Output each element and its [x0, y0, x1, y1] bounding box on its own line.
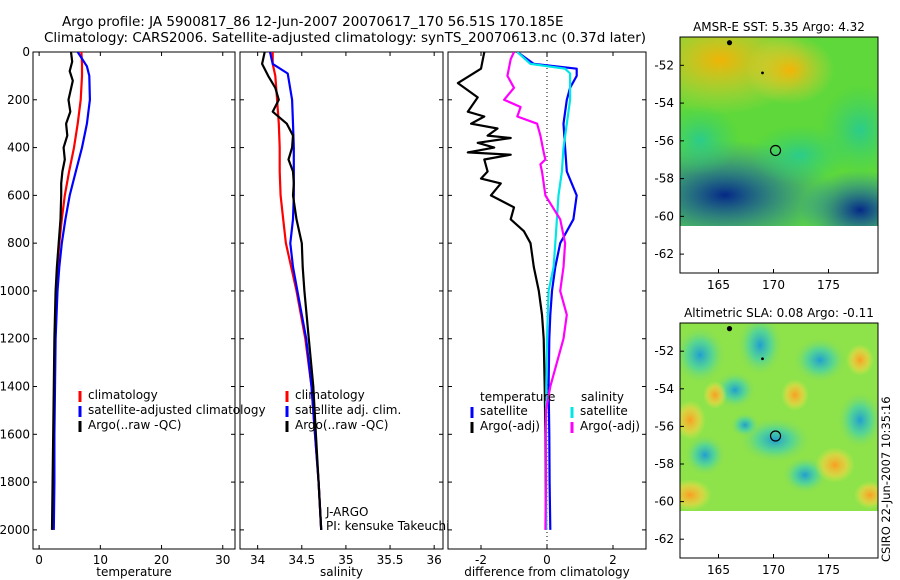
legend-label-argo-raw-qc: Argo(..raw -QC) — [88, 418, 181, 432]
x-tick-label: 10 — [93, 553, 108, 567]
sla-map-field — [680, 323, 878, 511]
map-title: AMSR-E SST: 5.35 Argo: 4.32 — [693, 20, 865, 34]
y-tick-label: 600 — [7, 188, 30, 202]
map-y-tick-label: -62 — [654, 247, 674, 261]
y-tick-label: 1400 — [0, 380, 30, 394]
y-tick-label: 400 — [7, 141, 30, 155]
x-tick-label: 2 — [609, 553, 617, 567]
series-line-satellite-adj-clim — [268, 52, 323, 530]
x-tick-label: 30 — [215, 553, 230, 567]
credit-text: CSIRO 22-Jun-2007 10:35:16 — [879, 396, 893, 562]
legend-label-satellite-adjusted-climatology: satellite-adjusted climatology — [88, 403, 266, 417]
series-line-salinity-satellite — [516, 52, 572, 530]
y-tick-label: 1600 — [0, 427, 30, 441]
series-line-temperature-argo-adj — [456, 52, 548, 530]
legend-label-climatology: climatology — [295, 388, 365, 402]
figure-title-line1: Argo profile: JA 5900817_86 12-Jun-2007 … — [62, 14, 564, 30]
series-line-argo-raw-qc — [261, 52, 323, 530]
legend-heading-salinity: salinity — [581, 390, 624, 404]
x-tick-label: 36 — [427, 553, 442, 567]
series-group — [261, 52, 323, 530]
series-group — [456, 52, 578, 530]
x-axis-label: temperature — [96, 565, 171, 579]
map-y-tick-label: -60 — [654, 209, 674, 223]
map-title: Altimetric SLA: 0.08 Argo: -0.11 — [684, 306, 874, 320]
legend-label-satellite-adj-clim: satellite adj. clim. — [295, 403, 401, 417]
legend-label-salinity-satellite: satellite — [580, 404, 628, 418]
x-tick-label: 34 — [250, 553, 265, 567]
y-tick-label: 200 — [7, 93, 30, 107]
map-y-tick-label: -54 — [654, 382, 674, 396]
map-x-tick-label: 165 — [707, 563, 730, 577]
y-tick-label: 0 — [22, 45, 30, 59]
x-tick-label: 34.5 — [288, 553, 315, 567]
x-tick-label: 20 — [154, 553, 169, 567]
y-tick-label: 1200 — [0, 332, 30, 346]
argo-position-marker — [769, 144, 782, 157]
argo-position-marker — [769, 430, 782, 442]
map-y-tick-label: -60 — [654, 495, 674, 509]
x-axis-label: salinity — [320, 565, 363, 579]
previous-profile-marker — [726, 326, 733, 332]
series-line-salinity-argo-adj — [503, 52, 568, 530]
annotation-j-argo: J-ARGO — [325, 505, 368, 519]
map-x-tick-label: 175 — [817, 563, 840, 577]
annotation-pi-kensuke-takeuchi: PI: kensuke Takeuchi — [326, 519, 449, 533]
map-y-tick-label: -52 — [654, 58, 674, 72]
previous-profile-marker — [761, 357, 764, 361]
plot-frame — [32, 51, 236, 550]
sst-map-panel: AMSR-E SST: 5.35 Argo: 4.32 165 170 175 -52 -… — [654, 20, 879, 292]
figure-title-line2: Climatology: CARS2006. Satellite-adjuste… — [44, 30, 646, 46]
previous-profile-marker — [761, 71, 764, 75]
previous-profile-marker — [726, 40, 733, 46]
x-axis-label: difference from climatology — [464, 565, 630, 579]
series-group — [50, 52, 92, 530]
map-y-tick-label: -62 — [654, 532, 674, 546]
x-tick-label: 0 — [543, 553, 551, 567]
map-y-tick-label: -58 — [654, 457, 674, 471]
legend-label-argo-raw-qc: Argo(..raw -QC) — [295, 418, 388, 432]
y-tick-label: 1800 — [0, 475, 30, 489]
plot-frame — [239, 51, 444, 550]
sst-map-field — [680, 37, 878, 226]
map-x-tick-label: 175 — [817, 278, 840, 292]
series-line-temperature-satellite — [516, 52, 578, 530]
map-y-tick-label: -54 — [654, 96, 674, 110]
x-tick-label: 35 — [338, 553, 353, 567]
map-x-tick-label: 170 — [762, 278, 785, 292]
y-tick-label: 1000 — [0, 284, 30, 298]
legend-label-temperature-argo-adj: Argo(-adj) — [480, 419, 540, 433]
map-y-tick-label: -58 — [654, 172, 674, 186]
y-tick-label: 2000 — [0, 523, 30, 537]
sla-map-panel: Altimetric SLA: 0.08 Argo: -0.11 165 170 17… — [654, 306, 879, 577]
salinity-panel: 34 34.5 35 35.5 36 salinity climatologysatelli… — [239, 51, 449, 579]
map-y-tick-label: -56 — [654, 419, 674, 433]
x-tick-label: -2 — [475, 553, 487, 567]
legend-heading-temperature: temperature — [480, 390, 555, 404]
map-y-tick-label: -56 — [654, 134, 674, 148]
legend-label-temperature-satellite: satellite — [480, 404, 528, 418]
series-line-satellite-adjusted-climatology — [52, 52, 92, 530]
x-tick-label: 0 — [35, 553, 43, 567]
map-y-tick-label: -52 — [654, 344, 674, 358]
y-tick-label: 800 — [7, 236, 30, 250]
map-x-tick-label: 165 — [707, 278, 730, 292]
legend-label-salinity-argo-adj: Argo(-adj) — [580, 419, 640, 433]
map-x-tick-label: 170 — [762, 563, 785, 577]
legend-label-climatology: climatology — [88, 388, 158, 402]
temperature-panel: 0 10 20 30 0 200 400 600 800 1000 1200 1400 1600 1800… — [0, 45, 266, 579]
x-tick-label: 35.5 — [377, 553, 404, 567]
series-line-argo-raw-qc — [50, 52, 74, 530]
